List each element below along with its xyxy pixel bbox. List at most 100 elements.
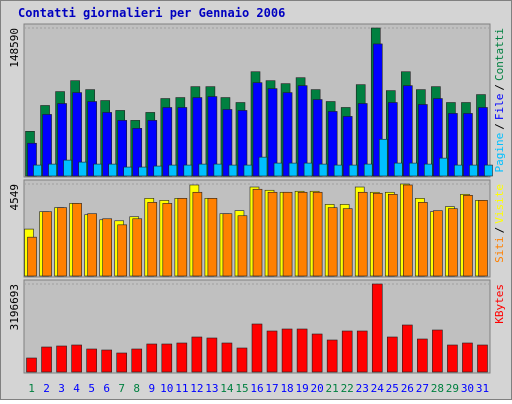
bar [48,163,57,177]
bar [478,200,488,277]
bar [147,120,158,177]
bar [168,164,178,177]
bar [288,162,298,177]
bar [282,191,293,277]
bar [273,162,283,177]
bar [93,163,102,177]
x-tick-label: 10 [160,382,173,395]
bar [72,203,82,277]
x-tick-label: 28 [431,382,444,395]
bar [418,202,428,277]
x-tick-label: 20 [311,382,324,395]
x-tick-label: 24 [371,382,385,395]
bar [357,191,368,277]
bar [312,99,323,177]
bar [403,184,413,277]
x-tick-label: 13 [205,382,218,395]
x-tick-label: 26 [401,382,414,395]
bar [267,191,278,277]
bar [116,352,128,373]
bar [432,329,443,373]
legend-separator: / [493,123,506,130]
bar [266,330,278,373]
x-tick-label: 27 [416,382,429,395]
bar [372,43,383,177]
bar [228,164,238,177]
bar [251,323,263,373]
bar [213,163,223,177]
bar [372,192,383,277]
bar [418,104,428,177]
bar [207,96,218,177]
bar [433,98,443,177]
bar [433,210,443,277]
bar [87,101,97,177]
bar [177,107,188,177]
x-tick-label: 14 [220,382,234,395]
bar [342,208,353,277]
bar [117,224,128,277]
bar [42,211,52,277]
x-tick-label: 12 [190,382,203,395]
x-tick-label: 9 [148,382,155,395]
bar [417,338,428,373]
bar [267,88,278,177]
bar [296,328,308,373]
bar [282,92,293,177]
x-tick-label: 25 [386,382,399,395]
bar [387,102,398,177]
bar [258,156,268,177]
bar [191,336,203,373]
legend: Siti / Visite [493,184,506,263]
bar [454,164,463,177]
bar [342,116,353,177]
bar [207,198,218,277]
legend: Pagine / File / Contatti [493,28,506,172]
bar [447,344,458,373]
bar [363,163,373,177]
x-tick-label: 22 [341,382,354,395]
bar [162,107,173,177]
bar [463,113,473,177]
bar [123,166,133,177]
bar [378,138,388,177]
bar [393,162,403,177]
bar [72,92,82,177]
bar [403,85,413,177]
y-tick-label: 148590 [8,28,21,68]
bar [57,207,67,277]
bar [252,82,263,177]
bar [222,109,233,177]
x-tick-label: 19 [295,382,308,395]
bar [318,163,328,177]
bar [484,164,493,177]
bar [281,328,293,373]
bar [252,188,263,277]
y-tick-label: 3196693 [8,284,21,330]
bar [469,164,478,177]
bar [409,162,418,177]
bar [341,330,353,373]
bar [102,112,112,177]
chart-title: Contatti giornalieri per Gennaio 2006 [18,6,285,20]
bar [42,114,52,177]
bar [402,324,413,373]
x-tick-label: 4 [73,382,80,395]
bar [463,195,473,277]
legend-entry: File [493,94,506,121]
bar [161,343,173,373]
bar [237,110,248,177]
legend-entry: Contatti [493,28,506,81]
legend-separator: / [493,84,506,91]
bar [27,236,37,277]
bar [71,344,82,373]
legend-separator: / [493,227,506,234]
legend-entry: KBytes [493,284,506,324]
bar [243,164,253,177]
bar [312,191,323,277]
bar [117,120,128,177]
bar [448,208,458,277]
bar [101,349,112,373]
bar [192,191,203,277]
x-tick-label: 18 [280,382,293,395]
